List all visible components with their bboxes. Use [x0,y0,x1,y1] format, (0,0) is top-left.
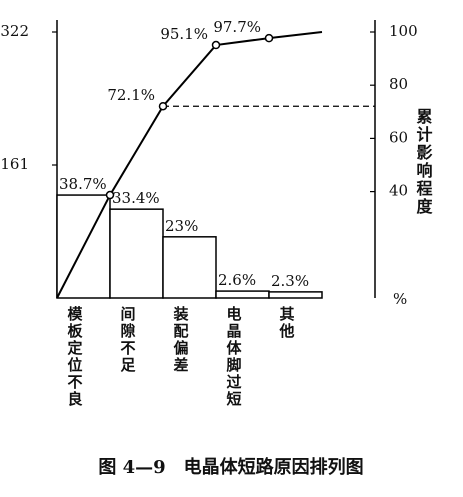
bar-value-label: 38.7% [59,175,107,193]
cumulative-point [105,190,115,200]
line-value-label: 72.1% [107,86,155,104]
bar [268,291,323,299]
line-value-label: 95.1% [160,25,208,43]
x-tick-label: 电晶体脚过短 [225,305,243,408]
x-tick-label: 装配偏差 [172,305,190,374]
y2-tick-label: 40 [389,182,408,200]
y2-tick-label: 80 [389,75,408,93]
x-tick-label: 间隙不足 [119,305,137,374]
bar [162,236,217,299]
y2-axis-label: 累计影响程度 [414,108,433,216]
bar-value-label: 2.3% [271,272,309,290]
cumulative-line [56,31,323,299]
bar [215,290,270,299]
bar [109,208,164,299]
bar-value-label: 2.6% [218,271,256,289]
cumulative-point [264,33,274,43]
x-tick-label: 模板定位不良 [66,305,84,408]
y2-tick-label: 100 [389,22,418,40]
y-tick-label: 322 [0,22,29,40]
chart-title: 图 4—9 电晶体短路原因排列图 [98,456,363,478]
line-value-label: 97.7% [213,18,261,36]
bar-value-label: 23% [165,217,198,235]
y-tick-label: 161 [0,155,29,173]
cumulative-point [211,40,221,50]
x-tick-label: 其他 [278,305,296,340]
bar-value-label: 33.4% [112,189,160,207]
y2-unit: % [393,290,407,308]
y2-tick-label: 60 [389,128,408,146]
cumulative-point [158,101,168,111]
